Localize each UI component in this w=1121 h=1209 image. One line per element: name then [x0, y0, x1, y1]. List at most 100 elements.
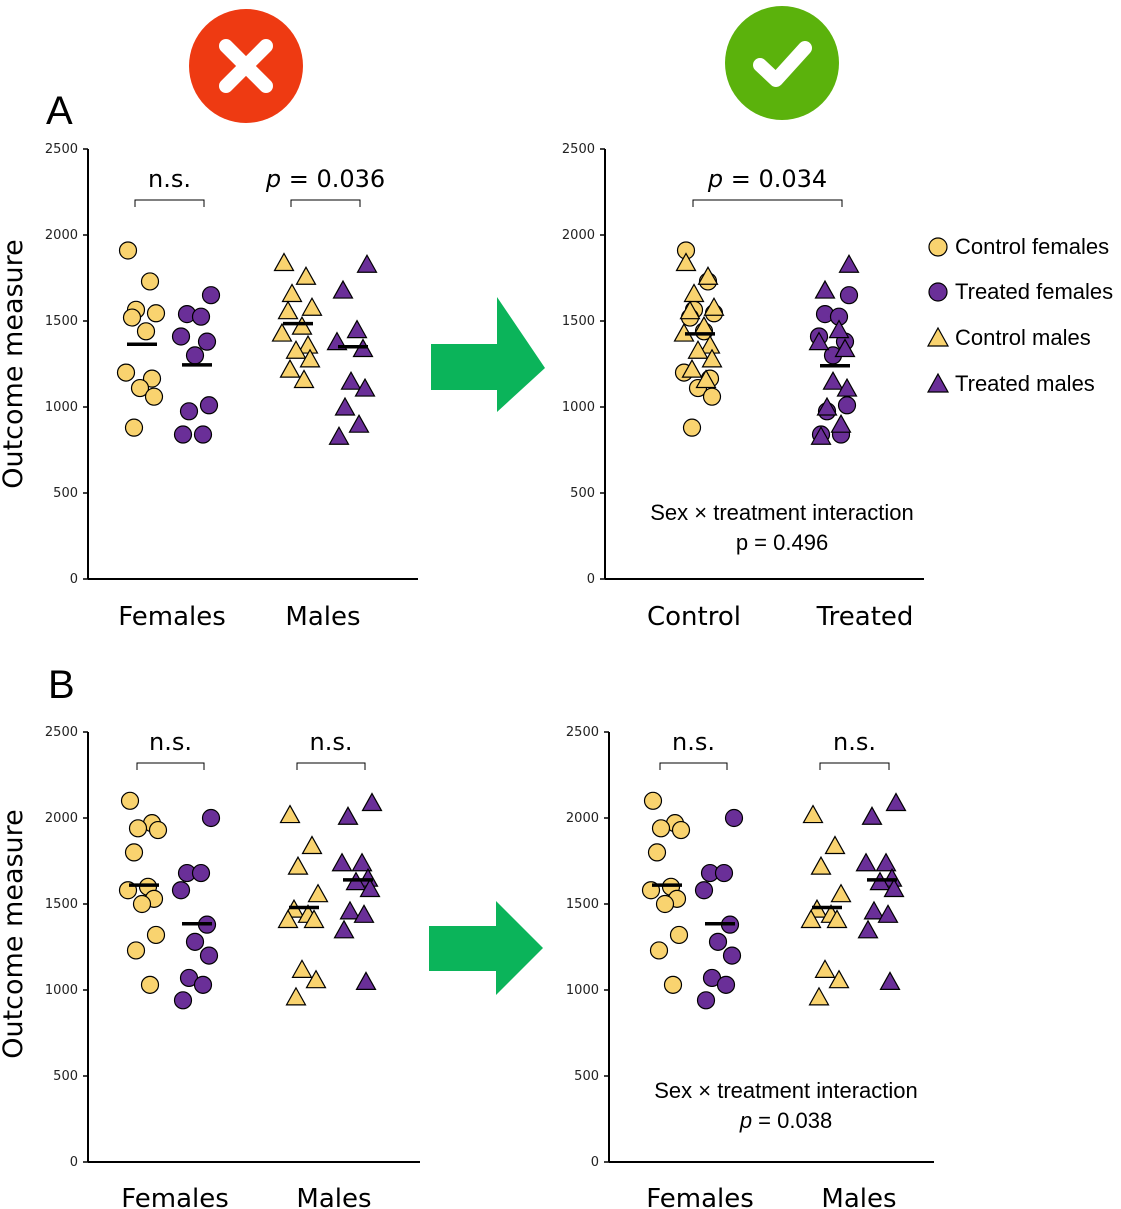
data-point — [307, 883, 329, 903]
y-tick-label: 2000 — [45, 811, 78, 826]
data-point — [361, 792, 383, 812]
data-point — [702, 387, 722, 406]
legend: Control females Treated females Control … — [926, 234, 1113, 396]
data-point — [273, 252, 295, 272]
data-point — [185, 932, 205, 951]
data-point — [144, 387, 164, 406]
data-point — [348, 413, 370, 433]
data-point — [683, 283, 705, 303]
y-tick-label: 1500 — [45, 897, 78, 912]
data-point — [285, 340, 307, 359]
y-tick-label: 500 — [53, 1069, 78, 1084]
data-point — [271, 322, 293, 342]
data-point — [291, 959, 313, 978]
data-point — [837, 396, 857, 415]
data-point — [201, 808, 221, 828]
data-point — [663, 975, 683, 994]
data-point — [132, 894, 152, 914]
significance-bracket — [692, 199, 843, 207]
significance-label: n.s. — [833, 728, 876, 756]
data-point — [675, 252, 697, 272]
legend-label-control-females: Control females — [955, 234, 1109, 259]
data-point — [199, 946, 219, 965]
y-tick-label: 1000 — [562, 400, 595, 415]
data-point — [331, 852, 353, 872]
significance-label: p = 0.034 — [707, 165, 827, 193]
data-point — [328, 426, 350, 445]
data-point — [179, 402, 199, 421]
data-point — [857, 919, 879, 939]
legend-label-treated-males: Treated males — [955, 371, 1095, 396]
data-point — [822, 370, 844, 390]
y-tick-label: 0 — [591, 1155, 599, 1170]
data-point — [339, 900, 361, 920]
significance-label: n.s. — [148, 165, 191, 193]
y-tick-label: 1000 — [566, 983, 599, 998]
data-point — [201, 286, 221, 305]
data-point — [199, 396, 219, 415]
data-point — [722, 946, 742, 965]
data-point — [828, 969, 850, 989]
x-category-label: Females — [121, 1184, 229, 1209]
data-point — [351, 852, 373, 872]
y-tick-label: 2500 — [45, 142, 78, 157]
data-point — [191, 863, 211, 883]
data-point — [696, 991, 716, 1010]
data-point — [191, 307, 211, 326]
data-point — [828, 319, 850, 339]
data-point — [299, 348, 321, 368]
data-point — [354, 377, 376, 397]
data-point — [340, 370, 362, 390]
data-point — [146, 304, 166, 323]
data-point — [356, 254, 378, 273]
data-point — [647, 843, 667, 862]
chart-b-by-sex: 0 500 1000 1500 2000 2500 Outcome measure Femal… — [0, 725, 420, 1209]
data-point — [800, 909, 822, 929]
data-point — [826, 909, 848, 929]
panel-letter-b: B — [48, 663, 75, 707]
data-point — [839, 286, 859, 305]
interaction-label: Sex × treatment interaction — [650, 500, 914, 525]
data-point — [703, 297, 725, 316]
data-point — [277, 909, 299, 929]
data-point — [120, 791, 140, 810]
data-point — [285, 986, 307, 1006]
y-tick-label: 500 — [570, 486, 595, 501]
data-point — [814, 279, 836, 299]
y-tick-label: 2000 — [562, 228, 595, 243]
legend-marker-control-females — [928, 237, 948, 257]
data-point — [669, 925, 689, 945]
data-point — [301, 835, 323, 855]
data-point — [802, 804, 824, 824]
data-point — [877, 904, 899, 923]
significance-bracket — [136, 762, 205, 770]
data-point — [810, 426, 832, 445]
data-point — [649, 941, 669, 960]
arrow-right-b — [429, 901, 543, 995]
data-point — [830, 883, 852, 903]
data-point — [124, 418, 144, 437]
legend-marker-treated-females — [928, 282, 948, 302]
y-axis-label: Outcome measure — [0, 239, 29, 489]
x-category-label: Females — [646, 1184, 754, 1209]
interaction-p-value: p = 0.038 — [739, 1108, 832, 1133]
y-tick-label: 0 — [70, 572, 78, 587]
data-point — [863, 900, 885, 920]
data-point — [697, 266, 719, 285]
legend-label-treated-females: Treated females — [955, 279, 1113, 304]
data-point — [808, 986, 830, 1006]
data-point — [171, 881, 191, 900]
data-point — [295, 266, 317, 285]
data-point — [130, 378, 150, 398]
y-tick-label: 0 — [587, 572, 595, 587]
significance-bracket — [290, 199, 361, 207]
data-point — [303, 909, 325, 929]
data-point — [185, 346, 205, 365]
y-tick-label: 1500 — [45, 314, 78, 329]
x-category-label: Treated — [816, 602, 914, 632]
legend-marker-treated-males — [926, 372, 950, 393]
y-tick-label: 500 — [53, 486, 78, 501]
data-point — [197, 332, 217, 351]
data-point — [682, 418, 702, 437]
